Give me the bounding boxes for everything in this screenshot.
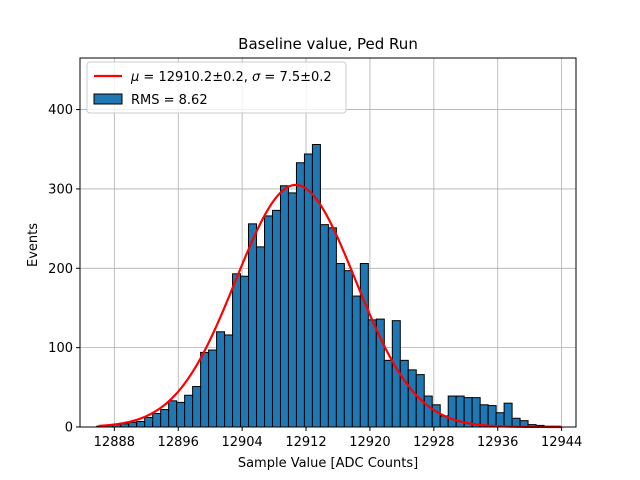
histogram-bar — [256, 246, 266, 428]
histogram-bar — [407, 369, 417, 428]
legend-hist-swatch — [93, 93, 123, 105]
y-tick-label: 300 — [48, 182, 73, 197]
y-axis-ticks: 0 100 200 300 400 — [48, 103, 80, 436]
histogram-bar — [495, 412, 505, 428]
histogram-bar — [279, 185, 289, 428]
histogram-bar — [503, 402, 513, 428]
histogram-bar — [303, 153, 313, 428]
y-tick-label: 0 — [65, 421, 73, 436]
histogram-bar — [224, 334, 234, 428]
plot-frame — [79, 57, 577, 428]
histogram-bar — [152, 413, 162, 428]
histogram-bar — [184, 394, 194, 428]
x-tick-label: 12920 — [349, 435, 390, 450]
histogram-bar — [319, 224, 329, 428]
x-axis-ticks: 12888 12896 12904 12912 12920 12928 12936 12944 — [94, 427, 582, 450]
histogram-bar — [367, 319, 377, 428]
histogram-bar — [287, 192, 297, 428]
histogram-bar — [248, 223, 258, 428]
legend-box — [86, 61, 347, 114]
histogram-bar — [240, 275, 250, 428]
histogram-bar — [471, 397, 481, 428]
legend-mu-symbol: μ — [130, 70, 139, 85]
histogram-bar — [136, 420, 146, 428]
histogram-bar — [447, 395, 457, 428]
histogram-bar — [311, 143, 321, 428]
y-tick-label: 100 — [48, 341, 73, 356]
legend: μ = 12910.2±0.2, σ = 7.5±0.2 RMS = 8.62 — [86, 61, 347, 114]
x-axis-label: Sample Value [ADC Counts] — [238, 456, 418, 471]
histogram-bars — [96, 143, 561, 428]
histogram-bar — [160, 409, 170, 428]
histogram-bar — [359, 263, 369, 428]
legend-sigma-value: = 7.5±0.2 — [260, 70, 331, 85]
histogram-bar — [271, 209, 281, 428]
legend-hist-label: RMS = 8.62 — [131, 93, 208, 108]
histogram-bar — [144, 416, 154, 428]
histogram-bar — [200, 351, 210, 428]
histogram-bar — [487, 405, 497, 428]
x-tick-label: 12888 — [94, 435, 135, 450]
histogram-bar — [208, 349, 218, 428]
x-tick-label: 12904 — [221, 435, 262, 450]
y-tick-label: 200 — [48, 262, 73, 277]
x-tick-label: 12928 — [413, 435, 454, 450]
histogram-bar — [431, 404, 441, 428]
legend-fit-label: μ = 12910.2±0.2, σ = 7.5±0.2 — [130, 70, 332, 85]
y-axis-label: Events — [26, 223, 41, 267]
histogram-bar — [264, 215, 273, 428]
histogram-bar — [375, 318, 385, 428]
histogram-bar — [295, 162, 305, 428]
histogram-bar — [216, 331, 226, 428]
histogram-bar — [335, 263, 345, 428]
x-tick-label: 12936 — [477, 435, 518, 450]
x-tick-label: 12912 — [285, 435, 326, 450]
legend-mu-value: = 12910.2±0.2, — [139, 70, 252, 85]
y-tick-label: 400 — [48, 103, 73, 118]
histogram-bar — [383, 359, 393, 428]
histogram-bar — [343, 270, 353, 428]
histogram-bar — [168, 400, 178, 428]
histogram-bar — [327, 227, 337, 428]
chart-title: Baseline value, Ped Run — [238, 35, 418, 53]
histogram-bar — [399, 359, 409, 428]
x-tick-label: 12944 — [541, 435, 582, 450]
histogram-bar — [232, 273, 242, 428]
histogram-bar — [192, 386, 202, 428]
histogram-bar — [128, 421, 138, 428]
gaussian-fit-curve — [98, 183, 562, 429]
histogram-bar — [479, 404, 489, 428]
histogram-bar — [423, 395, 433, 428]
histogram-bar — [176, 401, 186, 428]
legend-sigma-symbol: σ — [252, 70, 261, 85]
x-tick-label: 12896 — [158, 435, 199, 450]
histogram-bar — [351, 295, 361, 428]
